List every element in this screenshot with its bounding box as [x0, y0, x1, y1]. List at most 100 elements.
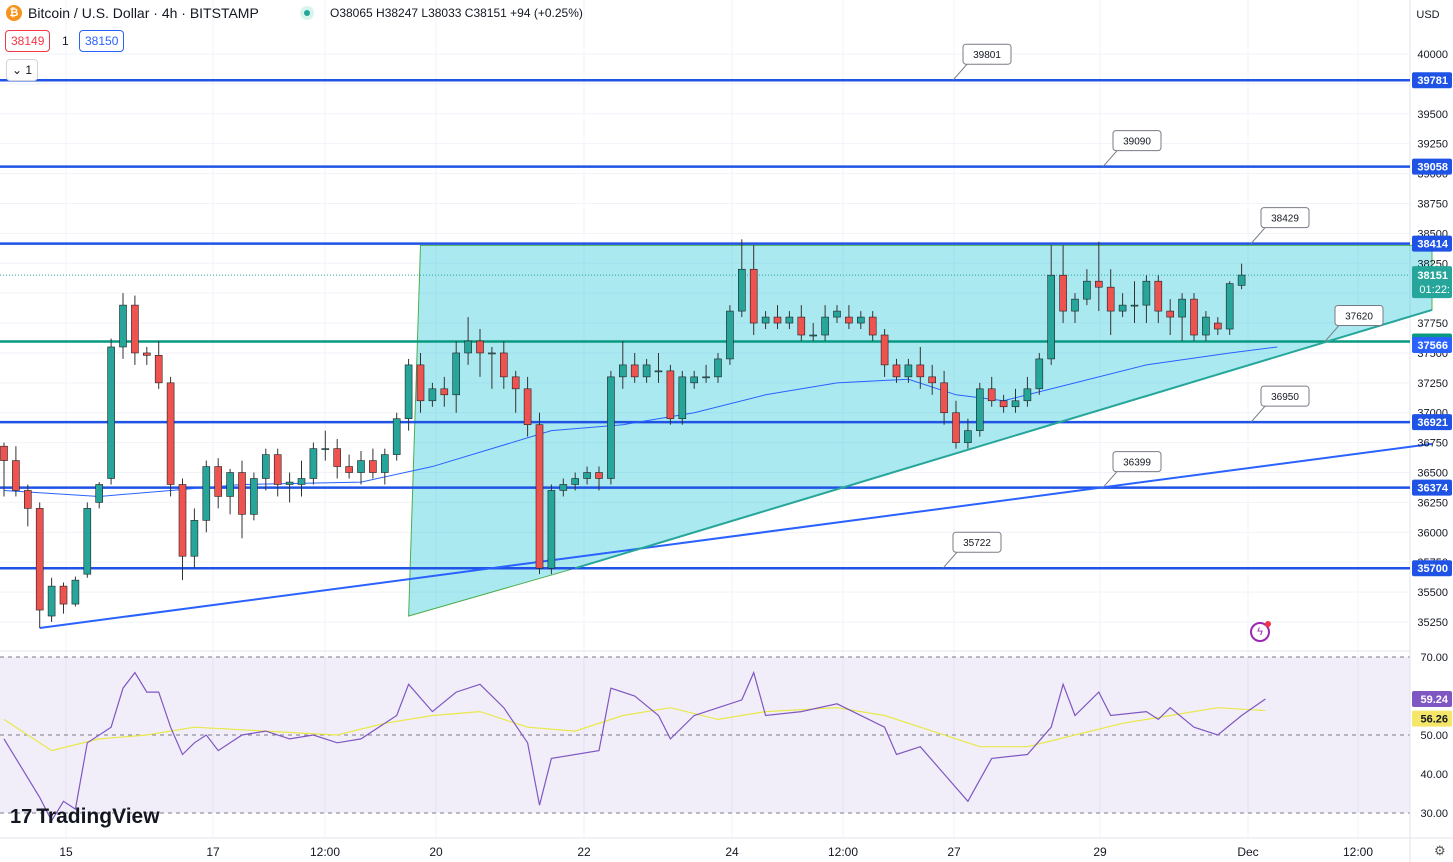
level-price-tag: 36921 — [1417, 417, 1448, 429]
time-tick-label: 15 — [59, 845, 73, 859]
candle-body — [273, 454, 282, 485]
candle-body — [987, 388, 996, 402]
callout-label: 39801 — [973, 50, 1001, 61]
candle-body — [1118, 304, 1127, 312]
candle-body — [1237, 274, 1246, 286]
price-tick-label: 36500 — [1417, 468, 1448, 480]
tradingview-logo[interactable]: 17 TradingView — [10, 805, 160, 829]
candle-body — [559, 484, 568, 491]
callout-label: 35722 — [963, 538, 991, 549]
order-quantity[interactable]: 1 — [62, 34, 69, 48]
time-tick-label: 12:00 — [1343, 845, 1373, 859]
candle-body — [1023, 388, 1032, 402]
candle-body — [1059, 274, 1067, 312]
candle-body — [595, 472, 603, 479]
candle-body — [940, 382, 948, 414]
candle-body — [761, 316, 770, 324]
price-tick-label: 36250 — [1417, 497, 1448, 509]
candle-body — [1202, 316, 1210, 336]
trendlines — [39, 308, 1433, 629]
candle-body — [809, 334, 818, 337]
last-price-tag: 38151 — [1417, 270, 1448, 282]
buy-button[interactable]: 38150 — [79, 30, 125, 52]
indicators-toggle[interactable]: ⌄ 1 — [6, 59, 39, 81]
candle-body — [880, 334, 889, 366]
candle-body — [297, 478, 306, 485]
candle-body — [309, 448, 318, 479]
candle-body — [702, 376, 710, 379]
price-axis: USD4000039750395003925039000387503850038… — [59, 9, 1452, 859]
candle-body — [321, 448, 330, 450]
candle-body — [202, 466, 211, 521]
candle-body — [1154, 280, 1163, 312]
callout-pointer — [1250, 405, 1266, 423]
candle-body — [928, 376, 937, 384]
candle-body — [131, 304, 139, 354]
callout-label: 36399 — [1123, 458, 1151, 469]
candle-body — [0, 445, 8, 461]
bitcoin-icon: ₿ — [6, 5, 22, 21]
time-tick-label: 17 — [206, 845, 220, 859]
candle-body — [583, 472, 591, 479]
candle-body — [952, 412, 960, 443]
callout-box — [952, 531, 1002, 553]
callout-label: 36950 — [1271, 392, 1299, 403]
ma-price-tag-bg — [1412, 337, 1452, 354]
callout-box — [1112, 451, 1162, 473]
rsi-tick-label: 30.00 — [1420, 808, 1448, 820]
candle-body — [1011, 400, 1020, 408]
market-status-icon — [300, 6, 314, 20]
candle-body — [178, 484, 187, 557]
candle-body — [392, 418, 401, 455]
candle-body — [95, 484, 103, 503]
candle-body — [35, 508, 44, 611]
candle-body — [845, 316, 853, 324]
candle-body — [261, 454, 270, 479]
candle-body — [726, 310, 734, 360]
level-callouts: 39801 39090 38429 36950 36399 35722 37620 — [942, 43, 1384, 569]
triangle-shape — [408, 244, 1433, 617]
time-tick-label: 27 — [947, 845, 961, 859]
candle-body — [737, 268, 746, 312]
ohlc-readout: O38065 H38247 L38033 C38151 +94 (+0.25%) — [330, 6, 583, 20]
callout-box — [1334, 304, 1384, 326]
level-price-tag: 39781 — [1417, 75, 1448, 87]
candle-body — [464, 340, 472, 354]
price-tick-label: 37750 — [1417, 318, 1448, 330]
candle-body — [1071, 298, 1079, 312]
candle-body — [975, 388, 984, 431]
candle-body — [785, 316, 794, 324]
candle-body — [1035, 358, 1044, 390]
time-tick-label: 24 — [725, 845, 739, 859]
candle-body — [1130, 304, 1139, 307]
candle-body — [690, 376, 699, 384]
trendline — [574, 308, 1433, 570]
level-price-tag-bg — [1412, 72, 1452, 89]
candle-body — [119, 304, 127, 348]
rsi-value-tag-bg — [1412, 690, 1452, 707]
candle-body — [714, 358, 722, 378]
callout-label: 39090 — [1123, 137, 1151, 148]
candle-body — [607, 376, 615, 479]
settings-icon[interactable]: ⚙ — [1434, 843, 1446, 858]
level-price-tag: 38414 — [1417, 239, 1448, 251]
event-lightning-icon[interactable]: ϟ — [1250, 621, 1271, 642]
trendline — [39, 442, 1433, 629]
candle-body — [892, 364, 901, 378]
candle-body — [47, 585, 56, 617]
callout-pointer — [1102, 471, 1118, 488]
candle-body — [71, 579, 80, 605]
bar-countdown: 01:22: — [1419, 284, 1450, 296]
candle-body — [1190, 298, 1198, 336]
level-price-tag-bg — [1412, 235, 1452, 252]
callout-label: 38429 — [1271, 214, 1299, 225]
candle-body — [618, 364, 627, 378]
sell-button[interactable]: 38149 — [5, 30, 51, 52]
candle-body — [452, 352, 461, 396]
horizontal-levels — [0, 78, 1410, 570]
candle-body — [1095, 280, 1103, 288]
symbol-title[interactable]: Bitcoin / U.S. Dollar · 4h · BITSTAMP — [28, 5, 259, 21]
last-price-tag-bg — [1412, 266, 1452, 299]
candle-body — [749, 268, 758, 324]
